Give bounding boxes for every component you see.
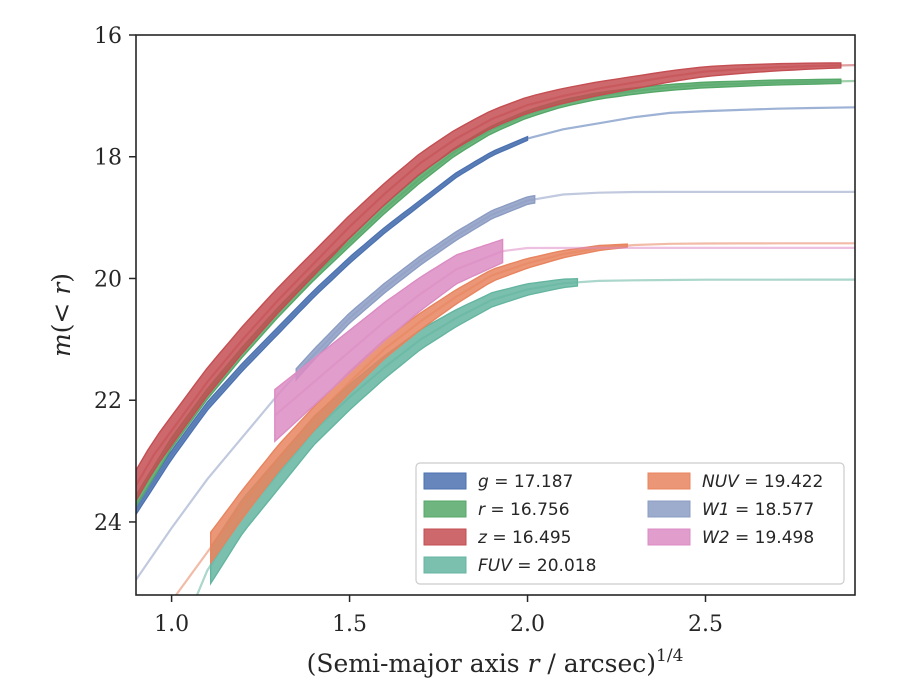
- series-band-z: [136, 62, 842, 503]
- legend-swatch-r: [423, 500, 467, 518]
- x-tick-label: 1.5: [332, 612, 367, 637]
- legend-swatch-g: [423, 472, 467, 490]
- legend: g = 17.187 r = 16.756 z = 16.495 FUV = 20.0…: [415, 462, 845, 585]
- y-axis-label: m(< r): [47, 273, 76, 357]
- x-axis-label: (Semi-major axis r / arcsec)1/4: [307, 646, 684, 678]
- series-layer: [136, 62, 855, 595]
- legend-label-r: r = 16.756: [478, 500, 570, 520]
- y-tick-label: 22: [94, 389, 122, 414]
- legend-label-g: g = 17.187: [478, 472, 573, 492]
- series-band-w2: [274, 238, 504, 443]
- legend-label-fuv: FUV = 20.018: [478, 556, 596, 576]
- y-tick-label: 24: [94, 511, 122, 536]
- legend-label-nuv: NUV = 19.422: [702, 472, 823, 492]
- legend-box: [415, 462, 845, 585]
- x-tick-label: 1.0: [154, 612, 189, 637]
- x-tick-label: 2.0: [510, 612, 545, 637]
- legend-swatch-z: [423, 528, 467, 546]
- legend-swatch-w1: [647, 500, 691, 518]
- legend-swatch-w2: [647, 528, 691, 546]
- legend-swatch-fuv: [423, 556, 467, 574]
- y-tick-label: 16: [94, 24, 122, 49]
- tick-layer: 1.0 1.5 2.0 2.5 16 18 20 22 24: [94, 24, 723, 637]
- legend-swatch-nuv: [647, 472, 691, 490]
- legend-label-z: z = 16.495: [477, 528, 571, 548]
- plot-frame: [135, 34, 856, 596]
- legend-label-w2: W2 = 19.498: [702, 528, 814, 548]
- x-tick-label: 2.5: [688, 612, 723, 637]
- legend-label-w1: W1 = 18.577: [702, 500, 814, 520]
- y-tick-label: 18: [94, 146, 122, 171]
- y-tick-label: 20: [94, 267, 122, 292]
- series-band-w1: [295, 194, 536, 382]
- series-band-g: [136, 135, 529, 516]
